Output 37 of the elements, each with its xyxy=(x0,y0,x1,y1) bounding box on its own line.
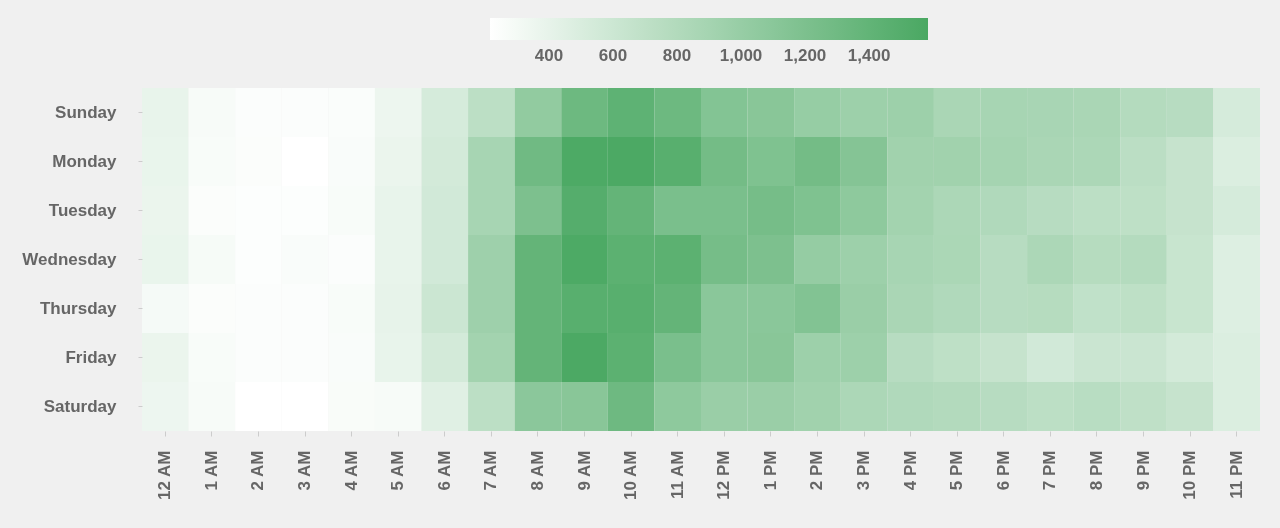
y-tick-label: Tuesday xyxy=(48,200,118,220)
y-tick-label: Saturday xyxy=(43,396,118,416)
x-tick-label: 6 AM xyxy=(434,450,454,491)
x-tick-label: 10 AM xyxy=(621,450,641,500)
color-bar-label: 800 xyxy=(662,46,692,65)
x-tick-label: 5 PM xyxy=(947,450,967,491)
y-tick-label: Monday xyxy=(52,151,118,171)
x-tick-label: 8 AM xyxy=(527,450,547,491)
x-tick-label: 11 AM xyxy=(667,450,687,500)
x-tick-label: 2 PM xyxy=(807,450,827,491)
color-bar-label: 1,000 xyxy=(719,46,763,65)
color-bar-label: 1,400 xyxy=(847,46,891,65)
x-tick-label: 12 PM xyxy=(714,450,734,500)
x-tick-label: 4 PM xyxy=(900,450,920,491)
y-tick-label: Wednesday xyxy=(22,249,118,269)
x-tick-label: 3 PM xyxy=(854,450,874,491)
y-tick-label: Sunday xyxy=(55,102,118,122)
x-tick-label: 7 PM xyxy=(1040,450,1060,491)
color-bar-label: 1,200 xyxy=(783,46,827,65)
y-tick-label: Friday xyxy=(65,347,118,367)
x-tick-label: 12 AM xyxy=(155,450,175,500)
x-tick-label: 9 PM xyxy=(1133,450,1153,491)
x-tick-label: 11 PM xyxy=(1226,450,1246,499)
x-tick-label: 8 PM xyxy=(1086,450,1106,491)
x-tick-label: 4 AM xyxy=(341,450,361,491)
color-bar-label: 400 xyxy=(534,46,564,65)
x-tick-label: 1 AM xyxy=(201,450,221,491)
x-tick-label: 7 AM xyxy=(481,450,501,491)
x-tick-label: 6 PM xyxy=(993,450,1013,491)
x-tick-label: 1 PM xyxy=(760,450,780,491)
x-tick-label: 9 AM xyxy=(574,450,594,491)
color-bar-label: 600 xyxy=(598,46,628,65)
x-tick-label: 3 AM xyxy=(295,450,315,491)
x-tick-label: 10 PM xyxy=(1180,450,1200,500)
x-tick-label: 2 AM xyxy=(248,450,268,491)
y-tick-label: Thursday xyxy=(39,298,118,318)
x-tick-label: 5 AM xyxy=(388,450,408,491)
